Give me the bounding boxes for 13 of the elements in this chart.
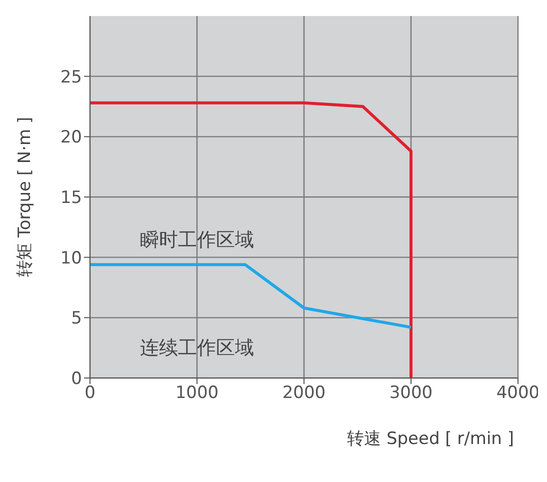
y-tick-label: 10 xyxy=(60,248,82,268)
y-tick-label: 5 xyxy=(71,308,82,329)
x-tick-label: 3000 xyxy=(389,383,433,404)
y-tick-label: 25 xyxy=(60,67,82,88)
x-tick-label: 1000 xyxy=(175,383,219,404)
x-tick-label: 0 xyxy=(84,383,96,404)
y-tick-label: 15 xyxy=(60,188,82,208)
y-tick-label: 0 xyxy=(71,369,82,390)
y-tick-label: 20 xyxy=(60,128,82,148)
y-axis-title: 转矩 Torque [ N·m ] xyxy=(15,116,36,278)
x-axis-title: 转速 Speed [ r/min ] xyxy=(347,429,514,449)
line-series xyxy=(90,101,412,378)
x-tick-label: 2000 xyxy=(282,383,326,404)
